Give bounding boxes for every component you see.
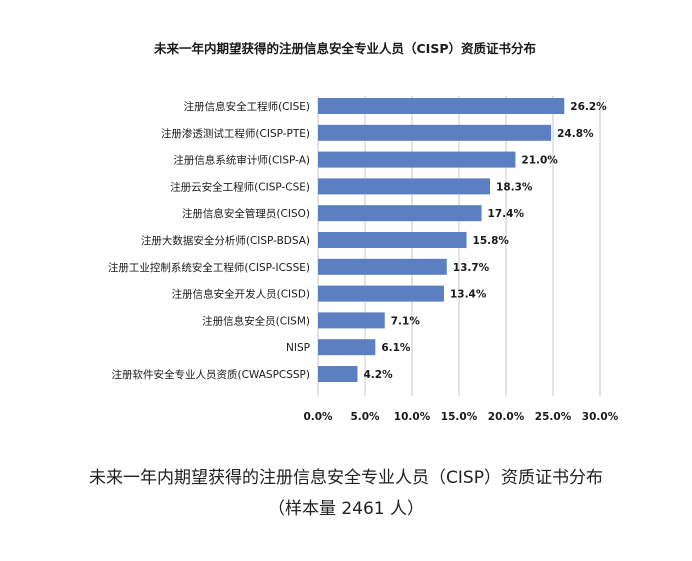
- data-label: 17.4%: [488, 208, 525, 220]
- bar: [318, 124, 552, 141]
- data-label: 21.0%: [521, 155, 558, 167]
- data-label: 4.2%: [363, 369, 393, 381]
- category-label: 注册信息安全管理员(CISO): [182, 207, 310, 220]
- x-tick-label: 20.0%: [488, 411, 525, 423]
- x-tick-label: 15.0%: [441, 411, 478, 423]
- bar: [318, 232, 467, 248]
- chart-title: 未来一年内期望获得的注册信息安全专业人员（CISP）资质证书分布: [154, 41, 536, 56]
- bar: [318, 151, 516, 168]
- caption-line-2: （样本量 2461 人）: [267, 499, 425, 519]
- data-label: 13.4%: [450, 289, 487, 301]
- bar-chart: 0.0% 5.0% 10.0% 15.0% 20.0% 25.0% 30.0% 注册信息安全工…: [108, 96, 619, 423]
- category-label: 注册大数据安全分析师(CISP-BDSA): [141, 234, 310, 247]
- category-label: 注册信息安全员(CISM): [202, 314, 310, 327]
- bar: [318, 178, 491, 195]
- data-label: 18.3%: [496, 181, 533, 193]
- data-label: 26.2%: [570, 101, 607, 113]
- bar: [318, 312, 385, 329]
- labels: 0.0% 5.0% 10.0% 15.0% 20.0% 25.0% 30.0% 注册信息安全工…: [108, 100, 619, 423]
- figure-caption: 未来一年内期望获得的注册信息安全专业人员（CISP）资质证书分布 （样本量 24…: [0, 463, 692, 525]
- x-tick-label: 30.0%: [582, 411, 619, 423]
- category-label: 注册信息安全工程师(CISE): [184, 100, 310, 113]
- category-label: 注册工业控制系统安全工程师(CISP-ICSSE): [108, 261, 310, 274]
- data-label: 24.8%: [557, 128, 594, 140]
- category-label: 注册信息系统审计师(CISP-A): [173, 154, 310, 167]
- x-tick-label: 5.0%: [350, 411, 380, 423]
- category-label: 注册软件安全专业人员资质(CWASPCSSP): [111, 368, 310, 381]
- bar: [318, 205, 482, 222]
- data-label: 13.7%: [453, 262, 490, 274]
- data-label: 6.1%: [381, 342, 411, 354]
- caption-line-1: 未来一年内期望获得的注册信息安全专业人员（CISP）资质证书分布: [89, 468, 603, 488]
- x-tick-label: 10.0%: [394, 411, 431, 423]
- category-label: 注册云安全工程师(CISP-CSE): [170, 180, 310, 193]
- bar: [318, 339, 376, 356]
- data-label: 7.1%: [391, 315, 421, 327]
- bar: [318, 258, 447, 275]
- category-label: 注册渗透测试工程师(CISP-PTE): [161, 127, 310, 140]
- category-label: 注册信息安全开发人员(CISD): [172, 288, 310, 301]
- bar: [318, 98, 565, 114]
- x-tick-label: 25.0%: [535, 411, 572, 423]
- bar: [318, 285, 444, 302]
- bar: [318, 366, 358, 382]
- x-tick-label: 0.0%: [303, 411, 333, 423]
- data-label: 15.8%: [473, 235, 510, 247]
- bars: [318, 98, 565, 382]
- category-label: NISP: [286, 342, 310, 354]
